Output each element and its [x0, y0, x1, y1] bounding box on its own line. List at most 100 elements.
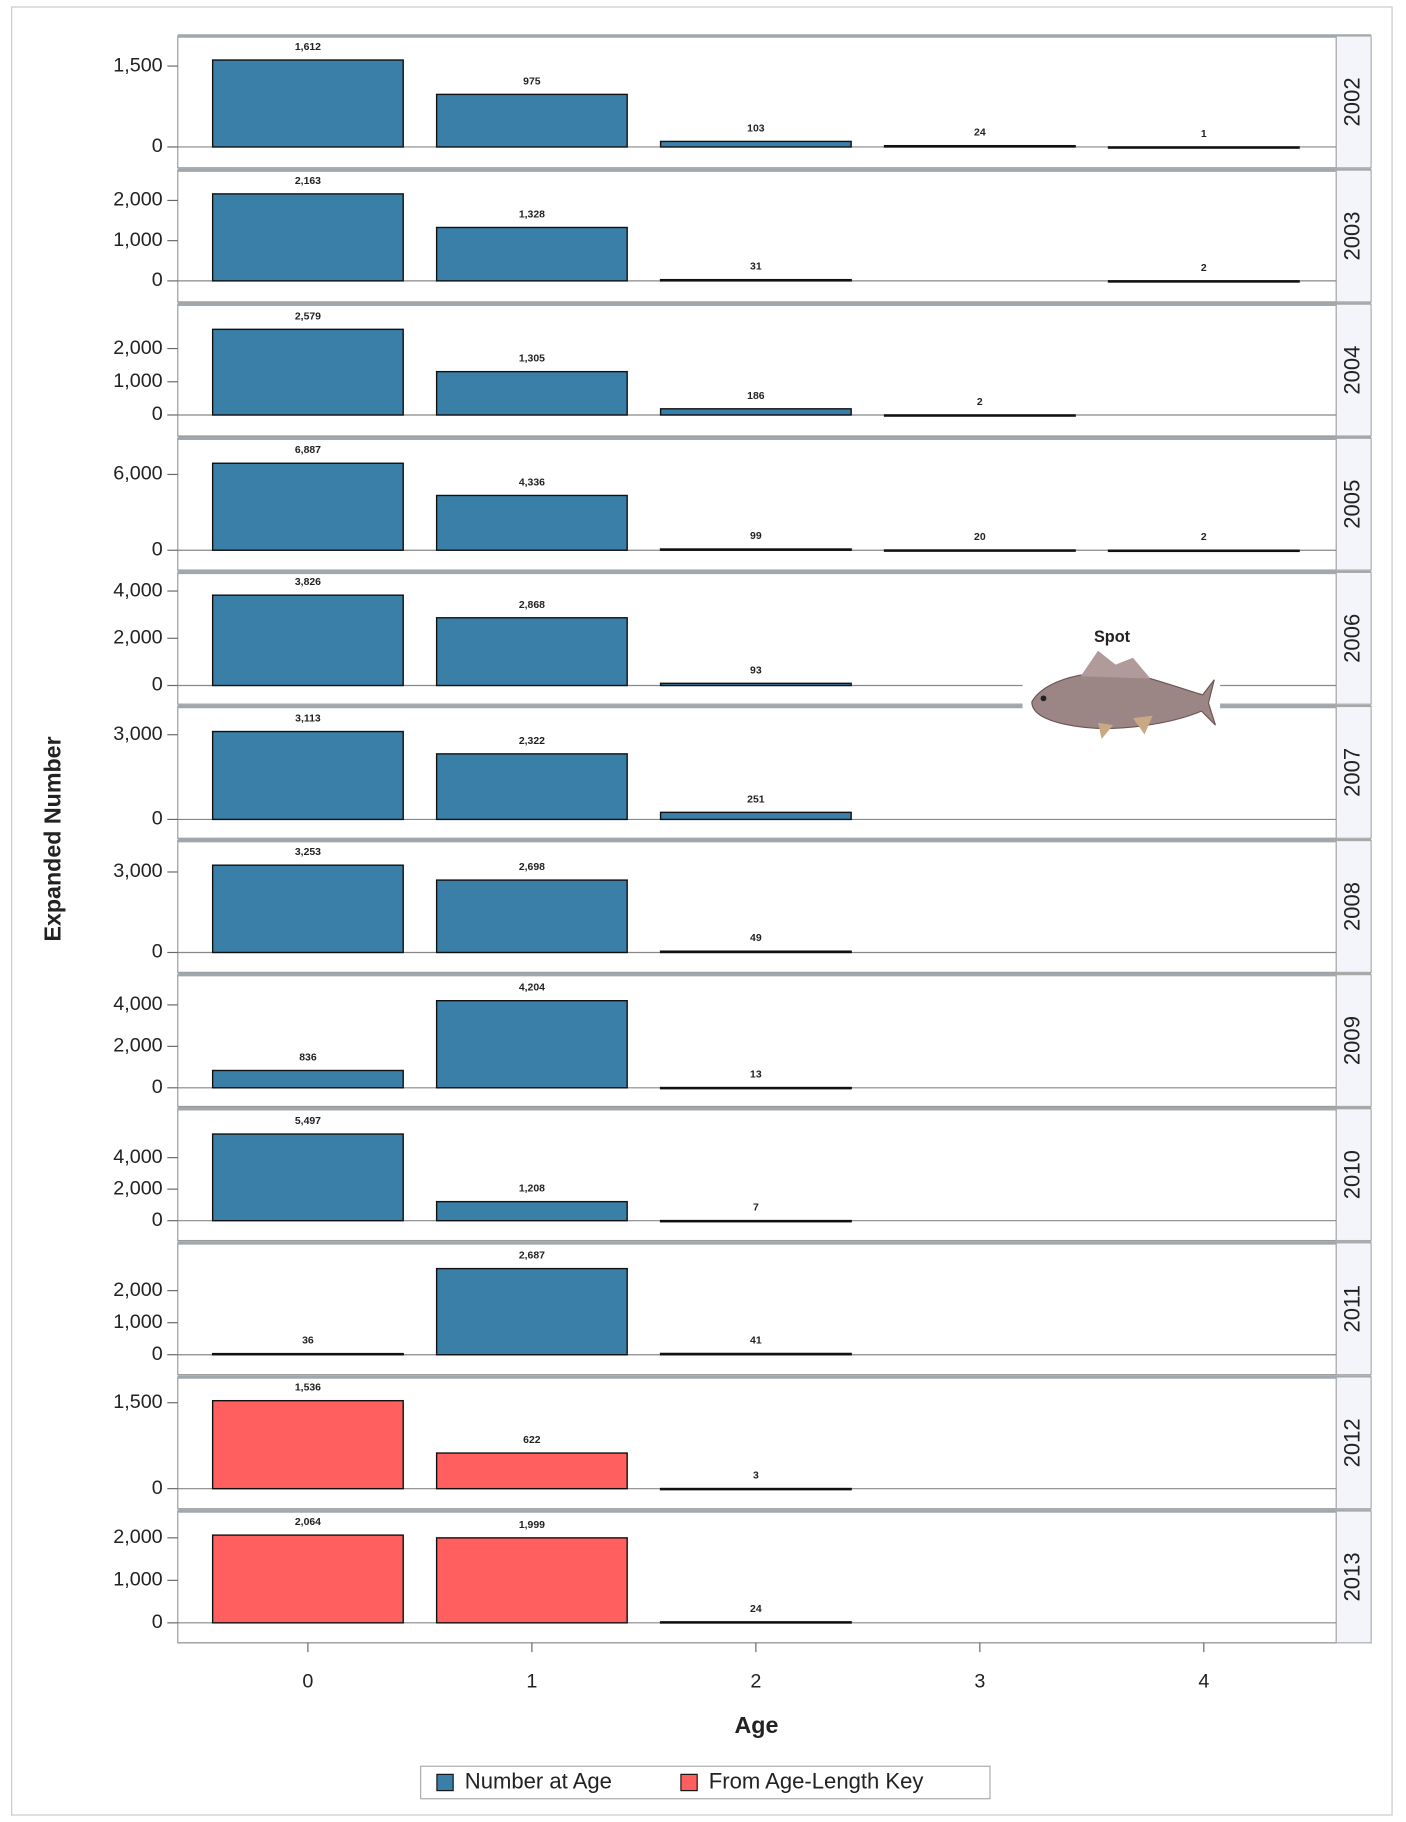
panel-strip: [1335, 437, 1372, 571]
fish-eye: [1040, 695, 1047, 702]
bar: [1107, 549, 1300, 553]
y-tick-label: 2,000: [113, 1177, 162, 1199]
value-label: 49: [750, 933, 762, 944]
bar: [435, 1452, 628, 1490]
panel-label: 2011: [1340, 1285, 1365, 1332]
bar: [435, 879, 628, 954]
value-label: 1,999: [519, 1520, 545, 1531]
fish-fin: [1098, 715, 1153, 740]
bar: [435, 1267, 628, 1356]
bar: [883, 144, 1076, 148]
x-tick-label: 4: [1198, 1671, 1209, 1693]
y-tick-label: 1,000: [113, 370, 162, 392]
value-label: 24: [750, 1604, 762, 1615]
panel-strip: [1335, 35, 1372, 169]
bar: [211, 462, 404, 551]
y-tick-label: 4,000: [113, 993, 162, 1015]
bar: [659, 408, 852, 416]
value-label: 24: [974, 128, 986, 139]
panel-label: 2013: [1340, 1552, 1365, 1601]
bar: [1107, 280, 1300, 283]
y-tick-label: 3,000: [113, 860, 162, 882]
bar: [211, 1069, 404, 1089]
value-label: 3,253: [295, 847, 321, 858]
legend-label: Number at Age: [465, 1768, 612, 1793]
value-label: 251: [747, 794, 765, 805]
y-tick-label: 0: [152, 1477, 163, 1499]
bar: [659, 278, 852, 282]
value-label: 103: [747, 123, 765, 134]
value-label: 7: [753, 1203, 759, 1214]
value-label: 2,687: [519, 1251, 545, 1262]
y-tick-label: 0: [152, 1076, 163, 1098]
y-tick-label: 0: [152, 538, 163, 560]
value-label: 186: [747, 391, 765, 402]
value-label: 93: [750, 665, 762, 676]
bar: [659, 1621, 852, 1624]
value-label: 2,322: [519, 736, 545, 747]
value-label: 2: [977, 397, 983, 408]
panel-label: 2003: [1340, 211, 1365, 260]
panel-strip: [1335, 1242, 1372, 1376]
panel-strip: [1335, 840, 1372, 973]
panel-strip: [1335, 1510, 1372, 1644]
y-tick-label: 0: [152, 1611, 163, 1633]
value-label: 2,064: [295, 1517, 321, 1528]
value-label: 1,305: [519, 354, 545, 365]
panel-strip: [1335, 705, 1372, 839]
bar: [435, 1200, 628, 1222]
x-tick-label: 1: [526, 1671, 537, 1693]
y-tick-label: 0: [152, 269, 163, 291]
bar: [1107, 146, 1300, 149]
bar: [883, 414, 1076, 417]
y-axis-label: Expanded Number: [40, 736, 66, 941]
panel-strip: [1335, 571, 1372, 705]
bar: [211, 1133, 404, 1222]
panel-label: 2006: [1340, 614, 1365, 663]
bar: [211, 730, 404, 821]
bar: [659, 1487, 852, 1491]
bar: [211, 1399, 404, 1490]
y-tick-label: 1,500: [113, 54, 162, 76]
fish-illustration: [1022, 650, 1221, 740]
y-tick-label: 2,000: [113, 189, 162, 211]
x-tick-label: 3: [974, 1671, 985, 1693]
y-tick-label: 0: [152, 1209, 163, 1231]
legend-box: [420, 1765, 991, 1800]
value-label: 5,497: [295, 1116, 321, 1127]
panel-label: 2012: [1340, 1418, 1365, 1467]
value-label: 1,328: [519, 209, 545, 220]
y-tick-label: 1,000: [113, 1569, 162, 1591]
panel-label: 2009: [1340, 1016, 1365, 1065]
bar: [435, 617, 628, 687]
bar: [659, 1352, 852, 1356]
bar: [211, 1352, 404, 1356]
value-label: 622: [523, 1435, 541, 1446]
value-label: 2,698: [519, 862, 545, 873]
panel-strip: [1335, 1376, 1372, 1510]
value-label: 36: [302, 1336, 314, 1347]
value-label: 3,113: [295, 714, 321, 725]
y-tick-label: 0: [152, 674, 163, 696]
y-tick-label: 0: [152, 808, 163, 830]
panel-label: 2007: [1340, 748, 1365, 797]
value-label: 3: [753, 1470, 759, 1481]
value-label: 1,536: [295, 1383, 321, 1394]
bar: [659, 548, 852, 551]
value-label: 2: [1201, 532, 1207, 543]
bar: [211, 193, 404, 282]
bar: [659, 682, 852, 687]
bar: [659, 140, 852, 148]
value-label: 975: [523, 76, 541, 87]
value-label: 836: [299, 1052, 317, 1063]
panel-label: 2008: [1340, 882, 1365, 931]
panel-strip: [1335, 169, 1372, 303]
panel-label: 2010: [1340, 1150, 1365, 1199]
panel-label: 2005: [1340, 480, 1365, 529]
y-tick-label: 1,500: [113, 1391, 162, 1413]
bar: [435, 370, 628, 416]
value-label: 2,163: [295, 176, 321, 187]
bar: [211, 328, 404, 416]
